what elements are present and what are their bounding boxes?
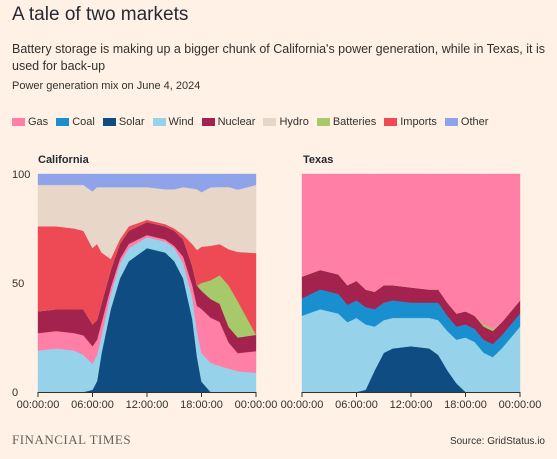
legend-swatch-nuclear <box>201 118 215 126</box>
legend-item-solar: Solar <box>102 116 145 128</box>
legend-label-hydro: Hydro <box>279 116 309 128</box>
chart-title: A tale of two markets <box>12 4 189 25</box>
y-tick-label-0: 0 <box>12 387 18 399</box>
area-california-other <box>37 173 257 193</box>
legend-item-hydro: Hydro <box>263 116 309 128</box>
panel-title-california: California <box>38 154 89 166</box>
x-tick-label-texas-0: 00:00:00 <box>281 399 324 411</box>
legend-swatch-solar <box>102 118 116 126</box>
x-tick-label-california-1: 06:00:00 <box>71 399 114 411</box>
legend-item-wind: Wind <box>152 116 194 128</box>
legend-label-imports: Imports <box>400 116 437 128</box>
legend-label-other: Other <box>460 116 489 128</box>
legend-swatch-batteries <box>316 118 330 126</box>
y-tick-label-50: 50 <box>12 278 24 290</box>
x-tick-label-texas-3: 18:00:00 <box>444 399 487 411</box>
x-tick-label-texas-4: 00:00:00 <box>499 399 542 411</box>
area-texas-gas <box>301 173 521 330</box>
panel-title-texas: Texas <box>303 154 334 166</box>
x-tick-label-california-4: 00:00:00 <box>235 399 278 411</box>
legend-swatch-other <box>444 118 458 126</box>
x-tick-label-california-2: 12:00:00 <box>126 399 169 411</box>
legend-label-nuclear: Nuclear <box>217 116 256 128</box>
legend-item-batteries: Batteries <box>316 116 377 128</box>
legend-label-coal: Coal <box>72 116 95 128</box>
legend-item-gas: Gas <box>12 116 48 128</box>
chart-caption: Power generation mix on June 4, 2024 <box>12 80 201 92</box>
legend-swatch-hydro <box>263 118 277 126</box>
legend-item-other: Other <box>444 116 489 128</box>
x-tick-label-california-3: 18:00:00 <box>180 399 223 411</box>
legend-swatch-coal <box>56 118 70 126</box>
legend-swatch-wind <box>152 118 166 126</box>
legend-label-wind: Wind <box>168 116 194 128</box>
legend-label-solar: Solar <box>118 116 145 128</box>
legend-item-nuclear: Nuclear <box>201 116 256 128</box>
legend: Gas Coal Solar Wind Nuclear Hydro Batteries Imp… <box>12 116 496 128</box>
legend-item-coal: Coal <box>56 116 95 128</box>
chart-subtitle: Battery storage is making up a bigger ch… <box>12 42 545 73</box>
x-tick-label-texas-2: 12:00:00 <box>390 399 433 411</box>
legend-swatch-gas <box>12 118 25 126</box>
x-tick-label-california-0: 00:00:00 <box>17 399 60 411</box>
legend-label-batteries: Batteries <box>332 116 377 128</box>
legend-item-imports: Imports <box>384 116 437 128</box>
source-note: Source: GridStatus.io <box>449 436 545 447</box>
y-tick-label-100: 100 <box>12 169 30 181</box>
x-tick-label-texas-1: 06:00:00 <box>335 399 378 411</box>
legend-swatch-imports <box>384 118 398 126</box>
legend-label-gas: Gas <box>28 116 49 128</box>
ft-logo: FINANCIAL TIMES <box>12 432 132 447</box>
